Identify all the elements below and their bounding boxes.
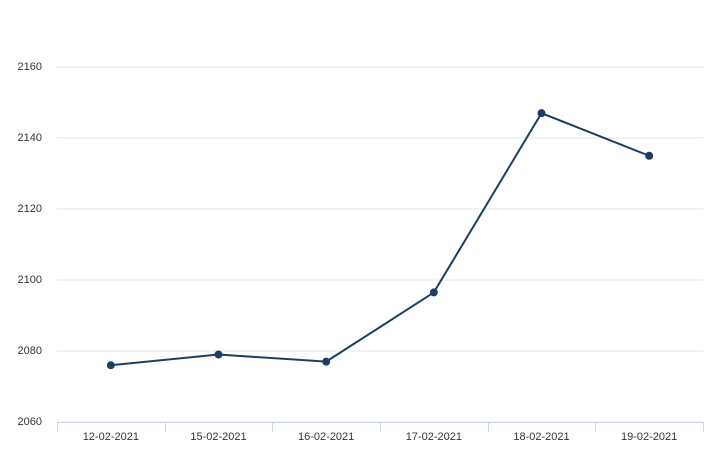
x-tick-label: 18-02-2021 bbox=[513, 431, 569, 443]
y-tick-label: 2060 bbox=[18, 416, 42, 428]
point bbox=[322, 357, 331, 366]
y-tick-label: 2140 bbox=[18, 132, 42, 144]
point bbox=[429, 288, 438, 297]
x-tick-label: 12-02-2021 bbox=[83, 431, 139, 443]
x-tick-label: 15-02-2021 bbox=[190, 431, 246, 443]
x-tick-label: 19-02-2021 bbox=[621, 431, 677, 443]
x-tick-label: 17-02-2021 bbox=[406, 431, 462, 443]
y-tick-label: 2100 bbox=[18, 274, 42, 286]
y-tick-label: 2160 bbox=[18, 61, 42, 73]
x-tick-label: 16-02-2021 bbox=[298, 431, 354, 443]
point bbox=[645, 151, 654, 160]
point bbox=[214, 350, 223, 359]
line bbox=[110, 111, 650, 367]
point bbox=[106, 361, 115, 370]
y-tick-label: 2080 bbox=[18, 345, 42, 357]
point bbox=[537, 109, 546, 118]
y-tick-label: 2120 bbox=[18, 203, 42, 215]
